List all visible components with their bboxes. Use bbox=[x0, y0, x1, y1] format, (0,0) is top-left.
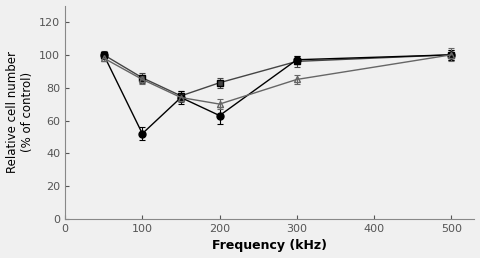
Y-axis label: Relative cell number
(% of control): Relative cell number (% of control) bbox=[6, 51, 34, 173]
X-axis label: Frequency (kHz): Frequency (kHz) bbox=[212, 239, 327, 252]
